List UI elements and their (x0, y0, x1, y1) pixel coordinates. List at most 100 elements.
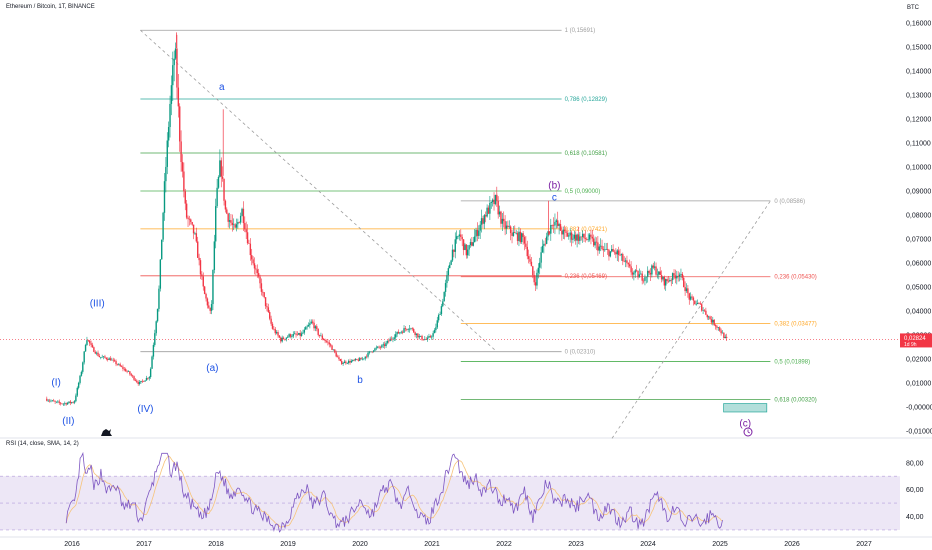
candle-body (77, 382, 80, 388)
wave-label: c (552, 193, 557, 204)
candle-body (630, 266, 632, 273)
candle-body (518, 231, 520, 241)
candle-body (226, 209, 228, 214)
candle-body (647, 270, 649, 277)
candle-body (289, 334, 292, 337)
candle-body (723, 332, 725, 338)
candle-body (683, 277, 685, 287)
candle-body (623, 261, 625, 262)
candle-body (303, 329, 306, 333)
price-tick-label: 0,07000 (906, 237, 931, 244)
candle-body (310, 321, 312, 324)
time-axis[interactable]: 2016 2017 2018 2019 2020 2021 2022 2023 2024 2025… (64, 541, 872, 548)
candle-body (228, 220, 231, 222)
candle-body (449, 264, 451, 269)
candle-body (612, 248, 614, 252)
fib-retracement-right[interactable]: 0 (0,08586) 0,236 (0,05430) 0,382 (0,03477… (460, 199, 817, 404)
candle-body (609, 251, 612, 257)
candle-body (526, 246, 528, 257)
time-tick-label: 2022 (496, 541, 512, 548)
candle-body (248, 243, 250, 244)
candle-body (627, 263, 630, 265)
price-candles (0, 32, 900, 407)
candle-body (415, 333, 418, 335)
price-axis[interactable]: 0,16000 0,15000 0,14000 0,13000 0,12000 0,110… (906, 20, 932, 435)
candle-body (649, 272, 652, 275)
rsi-tick-label: 80,00 (906, 460, 924, 467)
candle-body (356, 359, 358, 360)
candle-body (410, 328, 412, 329)
wave-label: b (357, 375, 363, 386)
symbol-title[interactable]: Ethereum / Bitcoin, 1T, BINANCE (6, 4, 95, 10)
candle-body (220, 160, 222, 177)
candle-body (54, 401, 56, 402)
candle-body (327, 341, 329, 343)
candle-body (137, 382, 139, 384)
candle-body (264, 297, 267, 307)
candle-body (324, 340, 326, 342)
candle-body (318, 334, 321, 336)
candle-body (370, 351, 372, 353)
candle-body (644, 277, 646, 281)
rsi-indicator-title[interactable]: RSI (14, close, SMA, 14, 2) (6, 441, 79, 447)
candle-body (187, 217, 189, 219)
price-tick-label: -0,00000 (906, 405, 932, 412)
candle-body (213, 241, 216, 270)
candle-body (205, 293, 207, 299)
candle-body (147, 378, 149, 379)
candle-body (652, 265, 654, 268)
candle-body (656, 274, 659, 276)
candle-body (365, 356, 368, 358)
candle-body (468, 245, 470, 250)
candle-body (534, 282, 537, 286)
candle-body (94, 351, 96, 354)
candle-body (102, 356, 105, 358)
candle-body (100, 357, 102, 358)
price-tick-label: 0,09000 (906, 188, 931, 195)
candle-body (655, 266, 657, 275)
candle-body (606, 249, 609, 250)
trend-lines[interactable] (140, 29, 771, 439)
candle-body (457, 236, 459, 237)
candle-body (695, 304, 697, 305)
candle-body (624, 260, 627, 262)
candle-body (346, 363, 348, 364)
candle-body (426, 337, 429, 340)
candle-body (274, 329, 276, 334)
candle-body (320, 335, 322, 337)
candle-body (507, 225, 509, 228)
candle-body (339, 359, 342, 361)
candle-body (375, 347, 378, 349)
candle-body (692, 297, 695, 301)
candle-body (98, 355, 101, 358)
candle-body (71, 402, 73, 403)
candle-body (673, 273, 675, 276)
candle-body (165, 166, 167, 182)
candle-body (604, 249, 606, 251)
candle-body (191, 221, 193, 225)
candle-body (302, 332, 304, 334)
candle-body (170, 85, 173, 104)
fib-level-label: 0,5 (0,01898) (774, 360, 810, 366)
candle-body (76, 387, 78, 396)
wave-label: a (219, 82, 225, 93)
candle-body (473, 236, 476, 243)
candle-body (521, 233, 523, 243)
fib-level-label: 0,382 (0,07421) (565, 227, 607, 233)
tradingview-logo-icon[interactable] (101, 429, 112, 436)
candle-body (183, 171, 185, 192)
candle-body (123, 369, 126, 370)
candle-body (292, 334, 294, 337)
candle-body (273, 328, 275, 330)
candle-body (566, 232, 569, 237)
candle-body (341, 360, 343, 364)
time-tick-label: 2016 (64, 541, 80, 548)
candle-body (651, 265, 653, 275)
price-tick-label: 0,14000 (906, 68, 931, 75)
candle-body (613, 251, 616, 253)
price-tick-label: 0,13000 (906, 92, 931, 99)
candle-body (335, 352, 337, 357)
candle-body (703, 310, 706, 311)
